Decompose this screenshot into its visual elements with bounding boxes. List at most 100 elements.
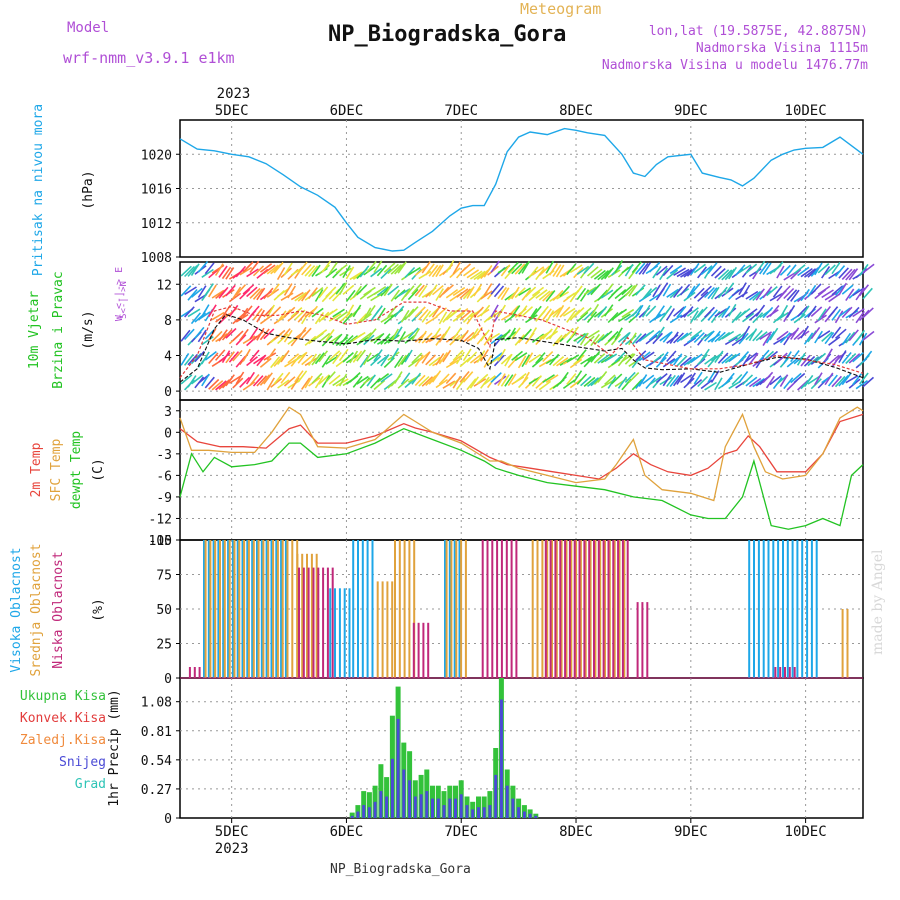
wind-barb (414, 266, 427, 276)
wind-barb (672, 374, 683, 387)
wind-barb (394, 371, 403, 384)
wind-barb (569, 358, 583, 369)
wind-barb (204, 376, 215, 389)
wind-barb (556, 357, 569, 367)
wind-barb (752, 329, 763, 342)
wind-barb (607, 311, 619, 324)
cloud-bar-low_cloud (422, 622, 425, 678)
precip-bar-snow (499, 699, 503, 818)
wind-barb (666, 374, 676, 387)
cloud-bar-high_cloud (791, 540, 794, 678)
wind-barb (239, 307, 249, 321)
wind-barb (693, 287, 705, 299)
wind-barb (314, 375, 324, 389)
precip-bar-snow (379, 791, 383, 818)
cloud-bar-low_cloud (417, 622, 420, 678)
wind-barb (631, 356, 642, 369)
cloud-bar-mid_cloud (223, 540, 226, 678)
wind-barb (270, 356, 281, 369)
wind-barb (438, 351, 448, 365)
wind-barb (373, 260, 383, 274)
chart-title: NP_Biogradska_Gora (328, 22, 567, 47)
wind-barb (731, 373, 743, 386)
wind-barb (211, 289, 225, 299)
wind-barb (852, 287, 865, 297)
wind-barb (659, 331, 672, 342)
wind-barb (779, 264, 791, 276)
wind-barb (721, 353, 733, 365)
wind-barb (741, 325, 751, 339)
wind-barb (318, 311, 330, 323)
wind-barb (521, 328, 532, 341)
cloud-bar-high_cloud (236, 540, 239, 678)
cloud-bar-mid_cloud (408, 540, 411, 678)
wind-barb (511, 327, 521, 340)
wind-barb (204, 350, 217, 361)
wind-barb (383, 262, 396, 273)
cloud-bar-low_cloud (317, 567, 320, 678)
precip-bar-total (349, 812, 355, 818)
wind-barb (845, 268, 856, 281)
wind-barb (456, 307, 469, 318)
wind-barb (345, 266, 355, 280)
wind-barb (301, 354, 313, 366)
wind-barb (824, 264, 836, 276)
wind-barb (655, 265, 668, 276)
y-tick-label: 12 (156, 278, 172, 293)
wind-barb (597, 289, 609, 301)
wind-barb (397, 261, 407, 274)
wind-barb (548, 326, 559, 340)
wind-barb (373, 332, 385, 344)
wind-barb (294, 291, 307, 302)
wind-barb (184, 328, 195, 341)
wind-barb (659, 267, 669, 281)
wind-barb (800, 288, 810, 302)
wind-barb (800, 267, 813, 278)
wind-barb (394, 355, 404, 369)
top-tick-label: 7DEC (444, 103, 478, 119)
cloud-bar-high_cloud (212, 540, 215, 678)
wind-barb (604, 374, 616, 385)
cloud-bar-high_cloud (284, 540, 287, 678)
wind-barb (535, 352, 546, 364)
wind-barb (459, 310, 472, 321)
cloud-bar-mid_cloud (376, 581, 379, 678)
wind-barb (845, 375, 859, 384)
wind-barb (435, 264, 444, 278)
wind-barb (239, 266, 253, 276)
wind-barb (635, 350, 647, 362)
wind-barb (542, 308, 552, 321)
precip-bar-snow (471, 809, 475, 818)
cloud-bar-mid_cloud (575, 540, 578, 678)
wind-barb (555, 264, 565, 278)
wind-barb (728, 266, 738, 280)
wind-barb (452, 286, 466, 297)
wind-barb (655, 372, 668, 384)
wind-barb (480, 329, 490, 342)
wind-barb (800, 354, 811, 367)
wind-barb (793, 313, 806, 324)
wind-barb (283, 262, 293, 276)
wind-barb (566, 310, 576, 323)
cloud-bar-mid_cloud (238, 540, 241, 678)
wind-barb (307, 305, 319, 318)
wind-barb (817, 330, 831, 340)
wind-barb (642, 329, 655, 340)
cloud-bar-low_cloud (646, 602, 649, 678)
wind-barb (556, 291, 570, 300)
wind-barb (411, 283, 422, 295)
wind-barb (190, 352, 202, 365)
wind-barb (586, 311, 598, 324)
wind-barb (714, 268, 726, 279)
wind-barb (390, 264, 403, 275)
cloud-bar-low_cloud (788, 667, 791, 678)
wind-barb (710, 265, 722, 277)
wind-barb (545, 374, 559, 383)
cloud-bar-mid_cloud (204, 540, 207, 678)
wind-barb (187, 375, 197, 388)
wind-barb (225, 327, 237, 339)
wind-barb (342, 265, 351, 279)
wind-barb (790, 327, 800, 340)
wind-barb (421, 261, 431, 274)
wind-barb (862, 376, 875, 388)
